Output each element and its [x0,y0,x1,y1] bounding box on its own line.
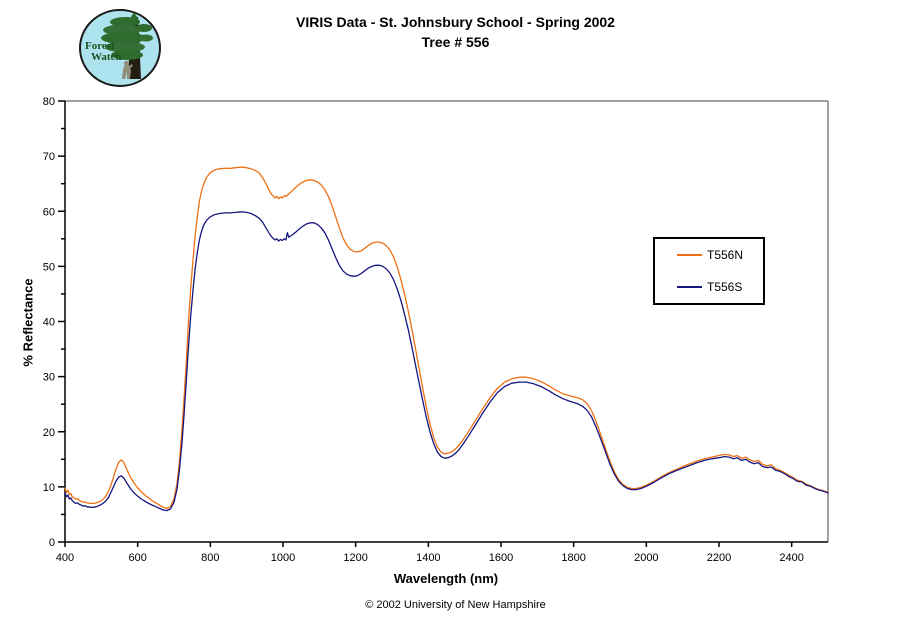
tree-icon [101,12,153,79]
legend-label: T556N [707,248,744,262]
y-tick-label: 40 [43,317,55,329]
x-tick-label: 1200 [343,552,367,564]
copyright: © 2002 University of New Hampshire [365,599,546,611]
series-line-t556s [64,211,829,512]
y-tick-label: 20 [43,427,55,439]
x-tick-label: 2400 [779,552,803,564]
legend-entry-t556n: T556N [655,248,763,262]
x-tick-label: 2000 [634,552,658,564]
forest-watch-logo: Forest Watch [79,9,161,87]
x-axis-title: Wavelength (nm) [393,571,499,586]
x-tick-label: 2200 [707,552,731,564]
legend: T556N T556S [653,237,765,305]
chart-subtitle: Tree # 556 [421,34,490,50]
y-tick-label: 50 [43,261,55,273]
y-tick-label: 60 [43,206,55,218]
y-tick-label: 30 [43,372,55,384]
legend-label: T556S [707,280,743,294]
x-tick-label: 1600 [489,552,513,564]
logo-text-forest: Forest [85,40,115,52]
y-tick-label: 70 [43,151,55,163]
legend-swatch [677,286,702,288]
y-tick-label: 0 [49,537,55,549]
x-tick-label: 600 [128,552,146,564]
y-tick-label: 10 [43,482,55,494]
legend-entry-t556s: T556S [655,280,763,294]
logo-text-watch: Watch [91,51,122,63]
x-tick-label: 1400 [416,552,440,564]
x-tick-label: 1800 [561,552,585,564]
header: VIRIS Data - St. Johnsbury School - Spri… [0,14,911,51]
legend-swatch [677,254,702,256]
series-line-t556n [64,166,829,510]
x-tick-label: 400 [56,552,74,564]
y-tick-label: 80 [43,96,55,108]
y-axis-title: % Reflectance [20,278,36,367]
x-tick-label: 800 [201,552,219,564]
x-tick-label: 1000 [271,552,295,564]
chart-title: VIRIS Data - St. Johnsbury School - Spri… [296,14,615,30]
person-icon [122,60,133,79]
